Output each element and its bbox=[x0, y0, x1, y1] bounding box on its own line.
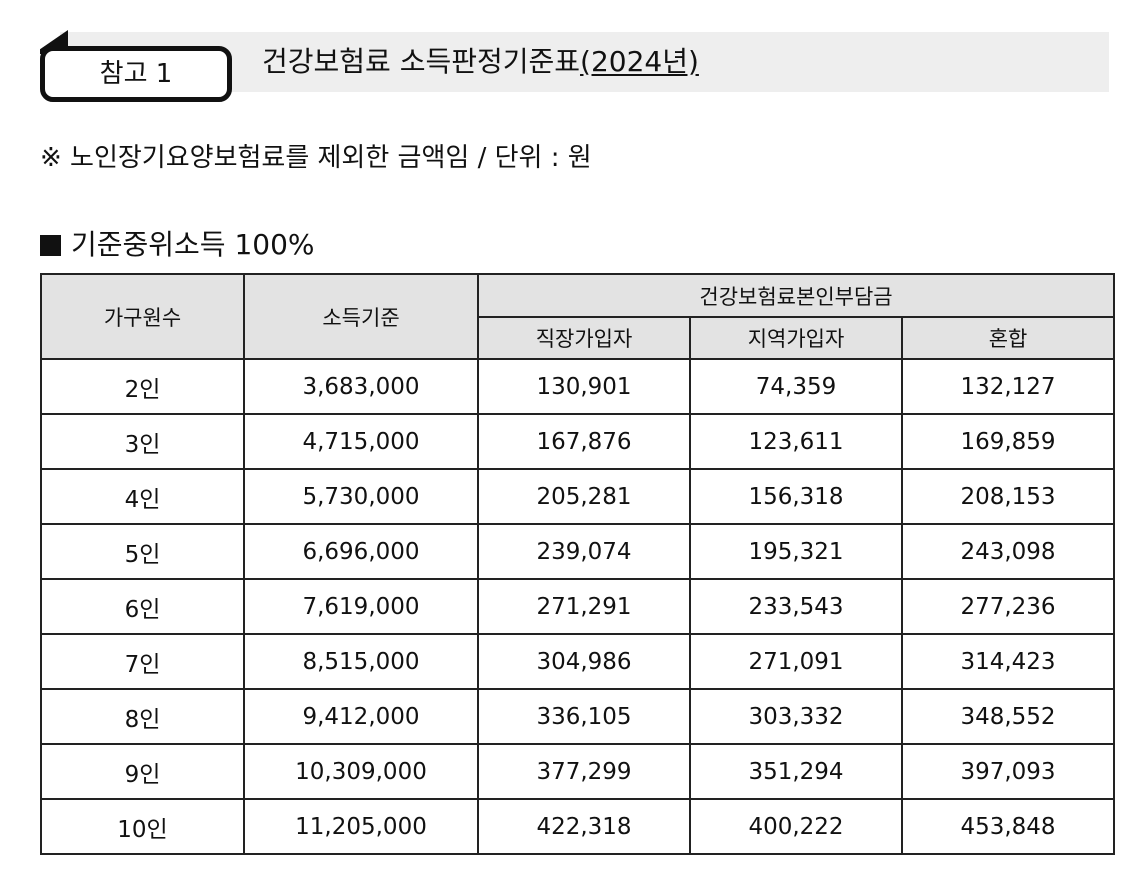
mixed-premium-cell: 277,236 bbox=[900, 578, 1116, 635]
page-title: 건강보험료 소득판정기준표(2024년) bbox=[262, 44, 699, 80]
regional-premium-cell: 156,318 bbox=[689, 468, 903, 525]
page-title-year: (2024년) bbox=[580, 45, 699, 78]
table-row: 2인 3,683,000 130,901 74,359 132,127 bbox=[40, 358, 1116, 415]
mixed-premium-cell: 208,153 bbox=[900, 468, 1116, 525]
column-header-regional: 지역가입자 bbox=[689, 316, 903, 360]
income-cell: 8,515,000 bbox=[243, 633, 479, 690]
column-header-mixed: 혼합 bbox=[900, 316, 1116, 360]
employee-premium-cell: 422,318 bbox=[477, 798, 691, 855]
table-row: 6인 7,619,000 271,291 233,543 277,236 bbox=[40, 578, 1116, 635]
employee-premium-cell: 336,105 bbox=[477, 688, 691, 745]
column-header-income: 소득기준 bbox=[243, 273, 479, 360]
income-cell: 4,715,000 bbox=[243, 413, 479, 470]
household-cell: 9인 bbox=[40, 743, 245, 800]
table-row: 4인 5,730,000 205,281 156,318 208,153 bbox=[40, 468, 1116, 525]
regional-premium-cell: 271,091 bbox=[689, 633, 903, 690]
household-cell: 7인 bbox=[40, 633, 245, 690]
mixed-premium-cell: 314,423 bbox=[900, 633, 1116, 690]
employee-premium-cell: 130,901 bbox=[477, 358, 691, 415]
regional-premium-cell: 195,321 bbox=[689, 523, 903, 580]
income-criteria-table: 가구원수 소득기준 건강보험료본인부담금 직장가입자 지역가입자 혼합 2인 3… bbox=[40, 273, 1116, 855]
income-cell: 10,309,000 bbox=[243, 743, 479, 800]
square-bullet-icon bbox=[40, 234, 61, 256]
reference-badge bbox=[40, 46, 232, 102]
mixed-premium-cell: 453,848 bbox=[900, 798, 1116, 855]
household-cell: 10인 bbox=[40, 798, 245, 855]
employee-premium-cell: 239,074 bbox=[477, 523, 691, 580]
mixed-premium-cell: 169,859 bbox=[900, 413, 1116, 470]
regional-premium-cell: 303,332 bbox=[689, 688, 903, 745]
employee-premium-cell: 167,876 bbox=[477, 413, 691, 470]
income-cell: 7,619,000 bbox=[243, 578, 479, 635]
household-cell: 2인 bbox=[40, 358, 245, 415]
income-cell: 11,205,000 bbox=[243, 798, 479, 855]
income-cell: 9,412,000 bbox=[243, 688, 479, 745]
table-row: 5인 6,696,000 239,074 195,321 243,098 bbox=[40, 523, 1116, 580]
section-heading-label: 기준중위소득 100% bbox=[71, 228, 315, 261]
mixed-premium-cell: 397,093 bbox=[900, 743, 1116, 800]
regional-premium-cell: 400,222 bbox=[689, 798, 903, 855]
employee-premium-cell: 377,299 bbox=[477, 743, 691, 800]
column-header-household: 가구원수 bbox=[40, 273, 245, 360]
table-row: 10인 11,205,000 422,318 400,222 453,848 bbox=[40, 798, 1116, 855]
mixed-premium-cell: 348,552 bbox=[900, 688, 1116, 745]
page-title-main: 건강보험료 소득판정기준표 bbox=[262, 45, 581, 78]
employee-premium-cell: 205,281 bbox=[477, 468, 691, 525]
table-row: 9인 10,309,000 377,299 351,294 397,093 bbox=[40, 743, 1116, 800]
household-cell: 6인 bbox=[40, 578, 245, 635]
household-cell: 3인 bbox=[40, 413, 245, 470]
column-header-employee: 직장가입자 bbox=[477, 316, 691, 360]
title-band bbox=[60, 32, 1109, 92]
mixed-premium-cell: 243,098 bbox=[900, 523, 1116, 580]
regional-premium-cell: 123,611 bbox=[689, 413, 903, 470]
unit-note: ※ 노인장기요양보험료를 제외한 금액임 / 단위 : 원 bbox=[40, 143, 592, 173]
regional-premium-cell: 74,359 bbox=[689, 358, 903, 415]
table-row: 3인 4,715,000 167,876 123,611 169,859 bbox=[40, 413, 1116, 470]
mixed-premium-cell: 132,127 bbox=[900, 358, 1116, 415]
income-cell: 6,696,000 bbox=[243, 523, 479, 580]
regional-premium-cell: 351,294 bbox=[689, 743, 903, 800]
household-cell: 5인 bbox=[40, 523, 245, 580]
column-header-premium-group: 건강보험료본인부담금 bbox=[476, 273, 1116, 318]
income-cell: 5,730,000 bbox=[243, 468, 479, 525]
table-row: 8인 9,412,000 336,105 303,332 348,552 bbox=[40, 688, 1116, 745]
employee-premium-cell: 271,291 bbox=[477, 578, 691, 635]
table-row: 7인 8,515,000 304,986 271,091 314,423 bbox=[40, 633, 1116, 690]
household-cell: 4인 bbox=[40, 468, 245, 525]
household-cell: 8인 bbox=[40, 688, 245, 745]
employee-premium-cell: 304,986 bbox=[477, 633, 691, 690]
reference-badge-label: 참고 1 bbox=[99, 59, 173, 89]
regional-premium-cell: 233,543 bbox=[689, 578, 903, 635]
section-heading: 기준중위소득 100% bbox=[40, 226, 315, 264]
income-cell: 3,683,000 bbox=[243, 358, 479, 415]
